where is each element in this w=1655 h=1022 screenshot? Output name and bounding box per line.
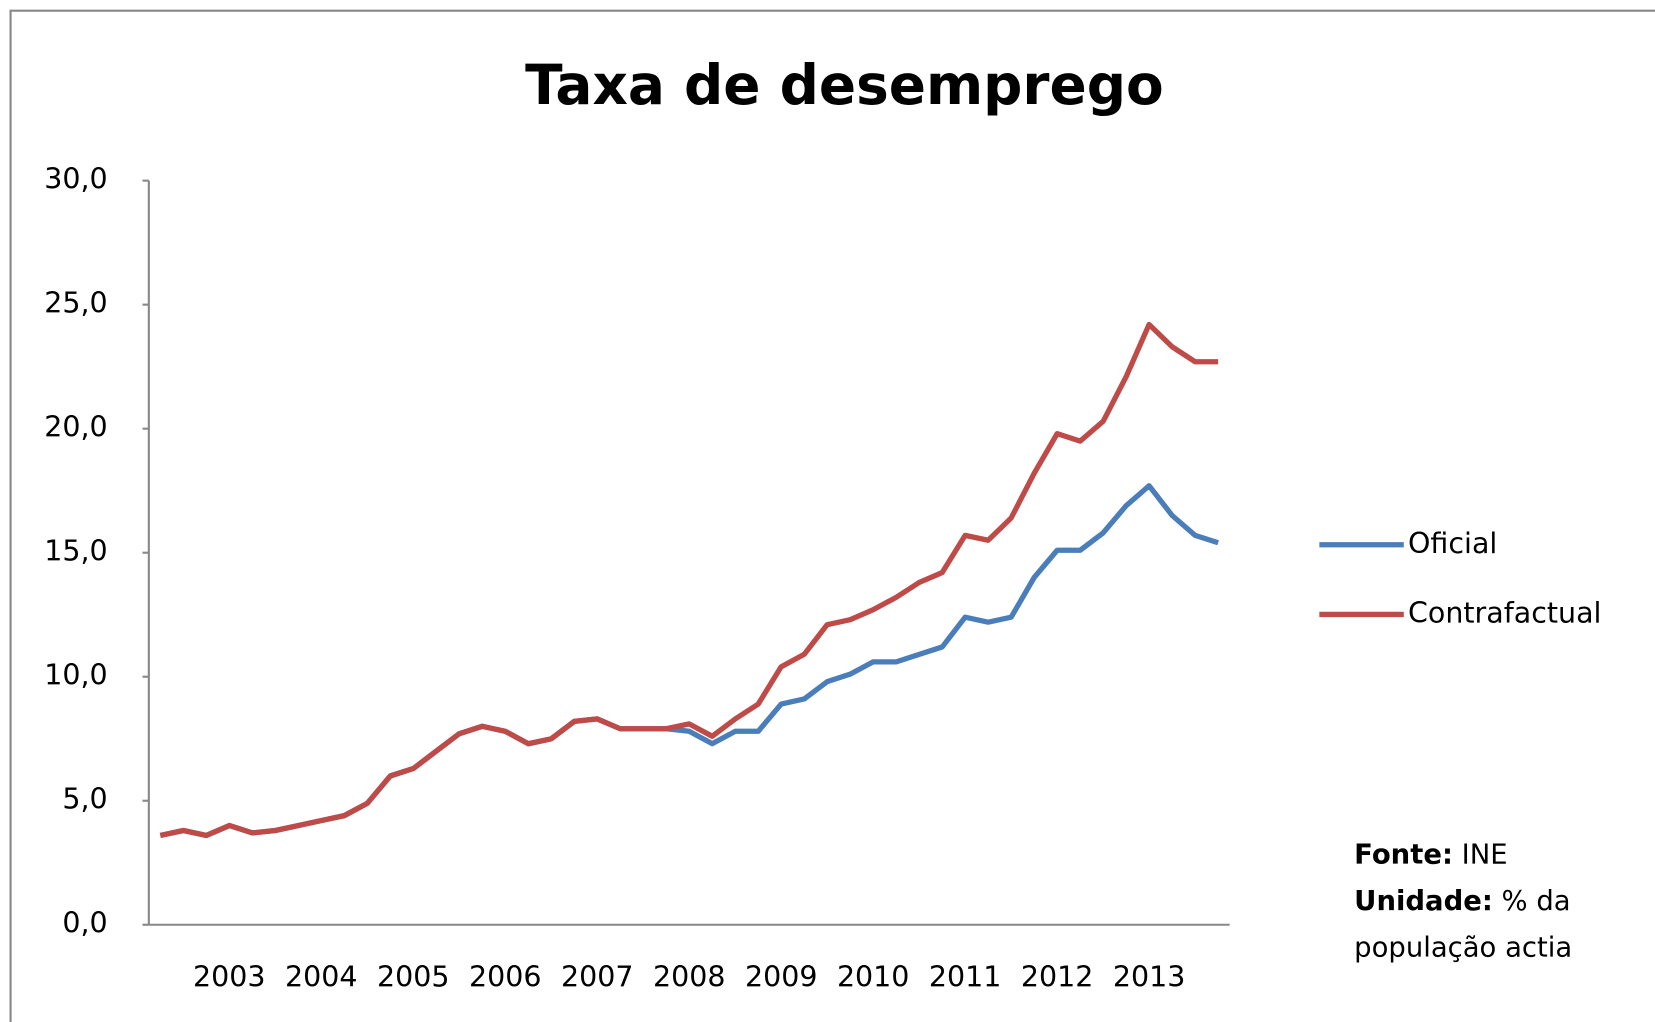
unit: % da população actia [1354, 885, 1573, 964]
x-tick-label: 2008 [653, 961, 726, 994]
notes: Fonte: INE Unidade: % da população actia [1354, 832, 1650, 971]
y-tick-label: 15,0 [44, 535, 107, 568]
series-line [159, 321, 1219, 839]
y-tick-label: 25,0 [44, 287, 107, 320]
x-tick-label: 2009 [745, 961, 818, 994]
legend-label: Contrafactual [1408, 596, 1601, 629]
x-tick-label: 2010 [837, 961, 910, 994]
source-label: Fonte: [1354, 839, 1453, 871]
x-tick-label: 2005 [377, 961, 450, 994]
y-tick-label: 20,0 [44, 411, 107, 444]
chart-frame [9, 9, 1655, 1022]
x-tick-label: 2012 [1021, 961, 1094, 994]
y-tick-label: 10,0 [44, 659, 107, 692]
x-tick-label: 2011 [929, 961, 1002, 994]
chart-title: Taxa de desemprego [525, 53, 1164, 117]
y-tick-label: 30,0 [44, 163, 107, 196]
y-tick-label: 5,0 [62, 783, 107, 816]
y-tick-label: 0,0 [62, 907, 107, 940]
source-note: Fonte: INE [1354, 832, 1650, 878]
x-tick-label: 2004 [285, 961, 358, 994]
unit-note: Unidade: % da população actia [1354, 878, 1650, 971]
source: INE [1461, 839, 1508, 871]
x-tick-label: 2013 [1113, 961, 1186, 994]
x-tick-label: 2006 [469, 961, 542, 994]
notes-text: Fonte: INE Unidade: % da população actia [1354, 832, 1650, 971]
x-tick-label: 2003 [193, 961, 266, 994]
legend-label: Oficial [1408, 527, 1497, 560]
x-tick-label: 2007 [561, 961, 634, 994]
unit-label: Unidade: [1354, 885, 1493, 918]
